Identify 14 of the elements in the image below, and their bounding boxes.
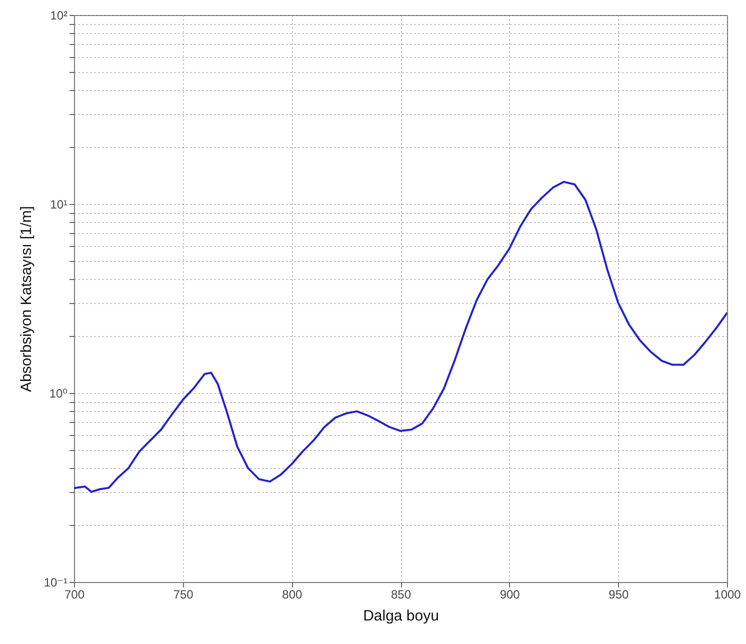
x-tick-label: 750 [173, 588, 194, 602]
y-axis-title: Absorbsiyon Katsayısı [1/m] [18, 206, 35, 392]
x-tick-label: 950 [608, 588, 629, 602]
x-tick-label: 1000 [714, 588, 742, 602]
x-tick-label: 800 [282, 588, 302, 602]
y-tick-label: 10² [50, 8, 68, 22]
x-tick-label: 850 [390, 588, 412, 602]
x-tick-label: 900 [500, 588, 520, 602]
y-tick-label: 10⁻¹ [44, 576, 68, 590]
x-tick-label: 700 [64, 588, 85, 602]
line-series [74, 180, 727, 493]
y-tick-label: 10⁰ [49, 386, 68, 400]
y-tick-label: 10¹ [50, 198, 68, 212]
x-axis-title: Dalga boyu [363, 608, 439, 624]
